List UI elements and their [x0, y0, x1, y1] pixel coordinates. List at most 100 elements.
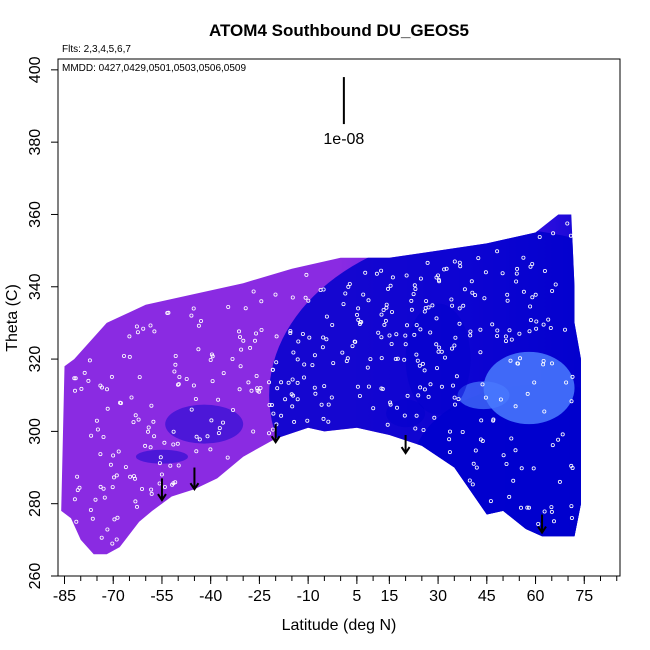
- observation-point: [549, 509, 554, 514]
- observation-point: [551, 231, 556, 236]
- observation-point: [72, 497, 77, 502]
- observation-point: [379, 312, 384, 317]
- observation-point: [436, 277, 441, 282]
- observation-point: [141, 326, 146, 331]
- observation-point: [321, 335, 326, 340]
- observation-point: [432, 415, 437, 420]
- observation-point: [86, 378, 91, 383]
- observation-point: [495, 249, 500, 254]
- observation-point: [417, 363, 422, 368]
- observation-point: [123, 465, 128, 470]
- y-axis-label: Theta (C): [4, 284, 21, 352]
- observation-point: [537, 234, 542, 239]
- observation-point: [158, 455, 163, 460]
- observation-point: [82, 370, 87, 375]
- observation-point: [274, 334, 279, 339]
- observation-point: [193, 396, 198, 401]
- observation-point: [149, 487, 154, 492]
- observation-point: [422, 368, 427, 373]
- observation-point: [479, 418, 484, 423]
- observation-point: [291, 350, 296, 355]
- observation-point: [390, 275, 395, 280]
- observation-point: [528, 304, 533, 309]
- observation-point: [387, 333, 392, 338]
- observation-point: [307, 335, 312, 340]
- x-tick-label: -55: [150, 588, 173, 605]
- observation-point: [546, 317, 551, 322]
- observation-point: [98, 452, 103, 457]
- observation-point: [255, 388, 260, 393]
- observation-point: [513, 404, 518, 409]
- observation-point: [541, 322, 546, 327]
- x-tick-label: 30: [429, 588, 447, 605]
- observation-point: [449, 346, 454, 351]
- observation-point: [356, 317, 361, 322]
- observation-point: [437, 345, 442, 350]
- observation-point: [517, 331, 522, 336]
- observation-point: [196, 323, 201, 328]
- observation-point: [404, 323, 409, 328]
- observation-point: [509, 436, 514, 441]
- observation-point: [208, 357, 213, 362]
- observation-point: [556, 437, 561, 442]
- observation-point: [563, 327, 568, 332]
- observation-point: [416, 393, 421, 398]
- observation-point: [239, 347, 244, 352]
- observation-point: [300, 331, 305, 336]
- observation-point: [254, 373, 259, 378]
- observation-point: [570, 374, 575, 379]
- observation-point: [483, 395, 488, 400]
- observation-point: [513, 448, 518, 453]
- observation-point: [371, 406, 376, 411]
- observation-point: [75, 474, 80, 479]
- observation-point: [216, 397, 221, 402]
- observation-point: [514, 279, 519, 284]
- observation-point: [468, 329, 473, 334]
- x-tick-label: -40: [199, 588, 222, 605]
- observation-point: [388, 400, 393, 405]
- observation-point: [518, 356, 523, 361]
- observation-point: [447, 450, 452, 455]
- observation-point: [136, 417, 141, 422]
- observation-point: [527, 329, 532, 334]
- observation-point: [115, 515, 120, 520]
- observation-point: [111, 453, 116, 458]
- observation-point: [173, 362, 178, 367]
- observation-point: [230, 356, 235, 361]
- observation-point: [361, 292, 366, 297]
- observation-point: [270, 427, 275, 432]
- observation-point: [191, 306, 196, 311]
- observation-point: [542, 409, 547, 414]
- observation-point: [528, 264, 533, 269]
- observation-point: [148, 445, 153, 450]
- observation-point: [93, 497, 98, 502]
- observation-point: [507, 494, 512, 499]
- observation-point: [553, 282, 558, 287]
- observation-point: [366, 384, 371, 389]
- observation-point: [162, 484, 167, 489]
- observation-point: [131, 420, 136, 425]
- observation-point: [168, 463, 173, 468]
- observation-point: [389, 341, 394, 346]
- observation-point: [471, 461, 476, 466]
- x-tick-label: 15: [380, 588, 398, 605]
- observation-point: [382, 322, 387, 327]
- observation-point: [385, 286, 390, 291]
- observation-point: [495, 333, 500, 338]
- mmdd-note: MMDD: 0427,0429,0501,0503,0506,0509: [62, 63, 246, 74]
- y-tick-label: 300: [27, 418, 44, 445]
- y-tick-label: 360: [27, 201, 44, 228]
- observation-point: [312, 385, 317, 390]
- observation-point: [450, 383, 455, 388]
- observation-point: [246, 380, 251, 385]
- observation-point: [530, 295, 535, 300]
- observation-point: [102, 495, 107, 500]
- observation-point: [488, 499, 493, 504]
- observation-point: [152, 434, 157, 439]
- observation-point: [503, 334, 508, 339]
- observation-point: [301, 375, 306, 380]
- observation-point: [139, 486, 144, 491]
- field-structure: [165, 404, 244, 444]
- field-structure: [405, 303, 471, 415]
- observation-point: [482, 296, 487, 301]
